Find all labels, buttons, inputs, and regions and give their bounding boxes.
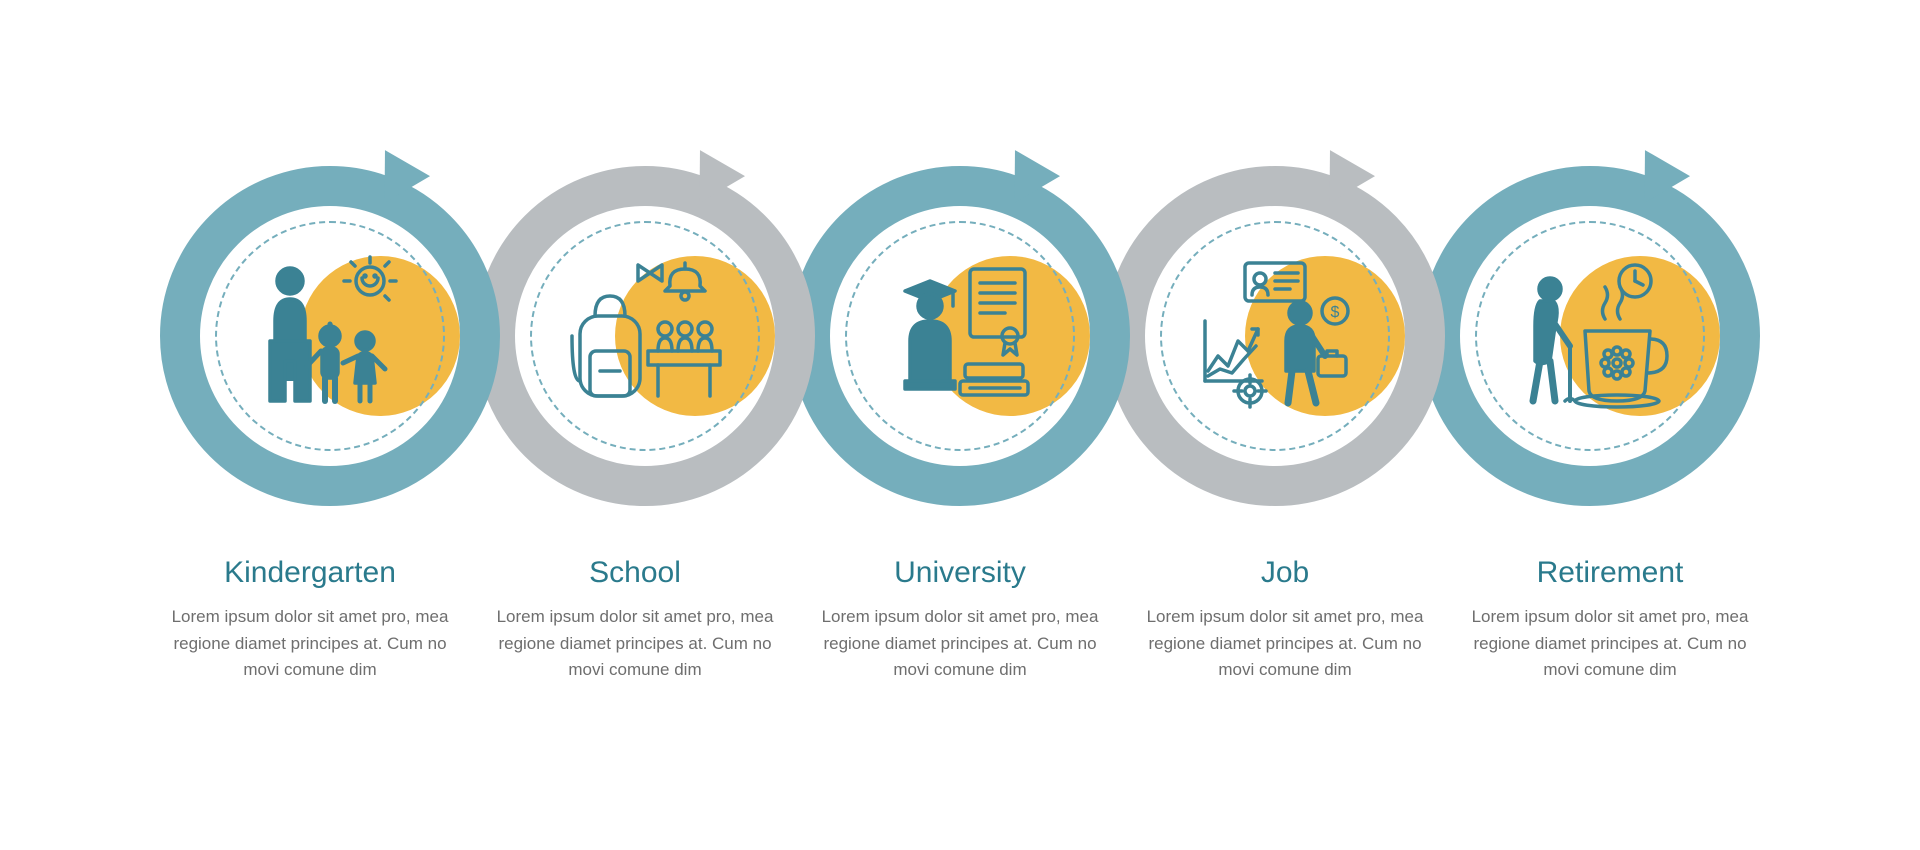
stage-title: School <box>485 556 785 590</box>
label-school: School Lorem ipsum dolor sit amet pro, m… <box>485 556 785 683</box>
label-kindergarten: Kindergarten Lorem ipsum dolor sit amet … <box>160 556 460 683</box>
stage-ring-school <box>475 166 815 506</box>
stage-ring-job: $ <box>1105 166 1445 506</box>
label-university: University Lorem ipsum dolor sit amet pr… <box>810 556 1110 683</box>
label-job: Job Lorem ipsum dolor sit amet pro, mea … <box>1135 556 1435 683</box>
stage-description: Lorem ipsum dolor sit amet pro, mea regi… <box>485 604 785 683</box>
stage-title: Job <box>1135 556 1435 590</box>
stage-title: Retirement <box>1460 556 1760 590</box>
labels-row: Kindergarten Lorem ipsum dolor sit amet … <box>160 556 1760 683</box>
stage-title: University <box>810 556 1110 590</box>
label-retirement: Retirement Lorem ipsum dolor sit amet pr… <box>1460 556 1760 683</box>
life-stages-infographic: $ <box>160 166 1760 683</box>
stage-description: Lorem ipsum dolor sit amet pro, mea regi… <box>1460 604 1760 683</box>
stage-title: Kindergarten <box>160 556 460 590</box>
stage-description: Lorem ipsum dolor sit amet pro, mea regi… <box>160 604 460 683</box>
rings-row: $ <box>160 166 1760 506</box>
stage-ring-university <box>790 166 1130 506</box>
stage-ring-retirement <box>1420 166 1760 506</box>
stage-ring-kindergarten <box>160 166 500 506</box>
stage-description: Lorem ipsum dolor sit amet pro, mea regi… <box>1135 604 1435 683</box>
stage-description: Lorem ipsum dolor sit amet pro, mea regi… <box>810 604 1110 683</box>
